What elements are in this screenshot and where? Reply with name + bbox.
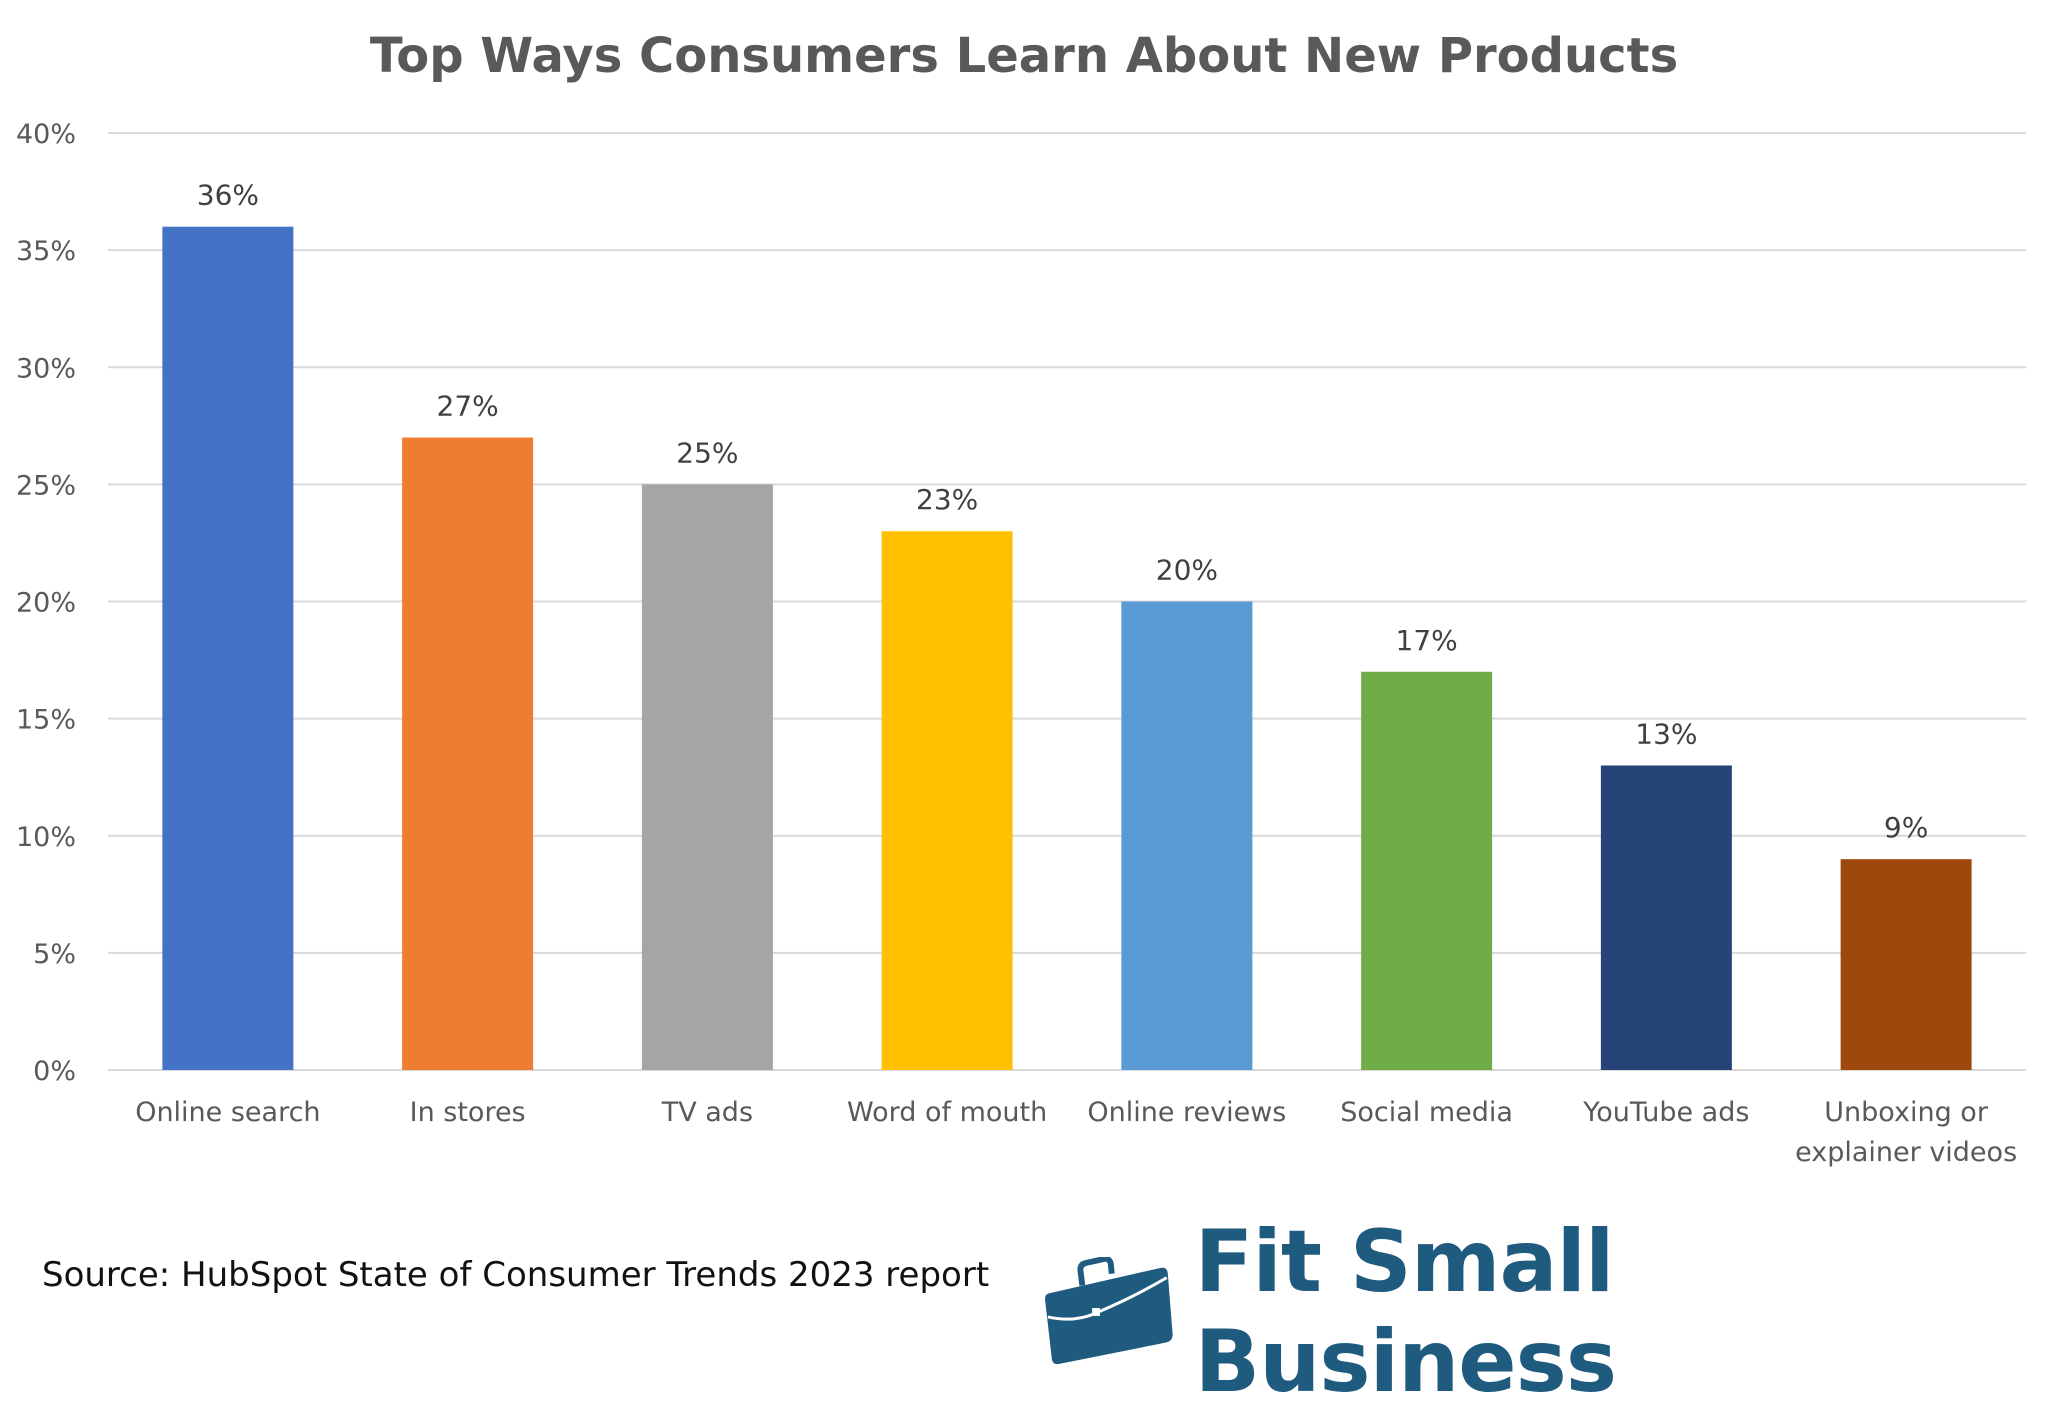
- x-tick-label: Word of mouth: [847, 1097, 1047, 1128]
- y-tick-label: 0%: [33, 1056, 76, 1087]
- x-tick-label: Social media: [1340, 1097, 1513, 1128]
- y-tick-label: 30%: [16, 353, 76, 384]
- data-label: 23%: [916, 483, 978, 516]
- data-label: 27%: [437, 390, 499, 423]
- x-tick-label: In stores: [410, 1097, 526, 1128]
- bar: [1361, 671, 1493, 1070]
- logo: Fit Small Business: [1045, 1212, 2048, 1412]
- data-label: 36%: [197, 179, 259, 212]
- data-label: 17%: [1396, 624, 1458, 657]
- y-tick-label: 40%: [16, 119, 76, 150]
- y-tick-label: 10%: [16, 822, 76, 853]
- bar: [641, 484, 773, 1070]
- data-label: 9%: [1884, 811, 1928, 844]
- bar: [162, 226, 294, 1070]
- bar: [1600, 765, 1732, 1070]
- briefcase-icon: [1045, 1257, 1173, 1365]
- x-tick-label: Online search: [135, 1097, 320, 1128]
- x-tick-label: Online reviews: [1087, 1097, 1286, 1128]
- bar: [881, 531, 1013, 1070]
- x-tick-label: TV ads: [661, 1097, 753, 1128]
- data-label: 25%: [676, 436, 738, 469]
- y-tick-label: 25%: [16, 470, 76, 501]
- y-tick-label: 5%: [33, 939, 76, 970]
- data-label: 20%: [1156, 554, 1218, 587]
- bar: [1840, 859, 1972, 1070]
- logo-text: Fit Small Business: [1194, 1212, 1617, 1412]
- bar-chart: 0% 5% 10% 15% 20% 25% 30% 35% 40% 36% Online searc…: [16, 119, 2026, 1168]
- x-tick-label: explainer videos: [1795, 1137, 2017, 1168]
- x-tick-label: Unboxing or: [1824, 1097, 1989, 1128]
- bar: [402, 437, 534, 1070]
- data-label: 13%: [1635, 717, 1697, 750]
- bar: [1121, 601, 1253, 1070]
- y-tick-label: 15%: [16, 705, 76, 736]
- chart-title: Top Ways Consumers Learn About New Produ…: [369, 28, 1679, 84]
- y-tick-label: 20%: [16, 588, 76, 619]
- x-tick-label: YouTube ads: [1582, 1097, 1749, 1128]
- y-tick-label: 35%: [16, 236, 76, 267]
- source-note: Source: HubSpot State of Consumer Trends…: [42, 1255, 990, 1295]
